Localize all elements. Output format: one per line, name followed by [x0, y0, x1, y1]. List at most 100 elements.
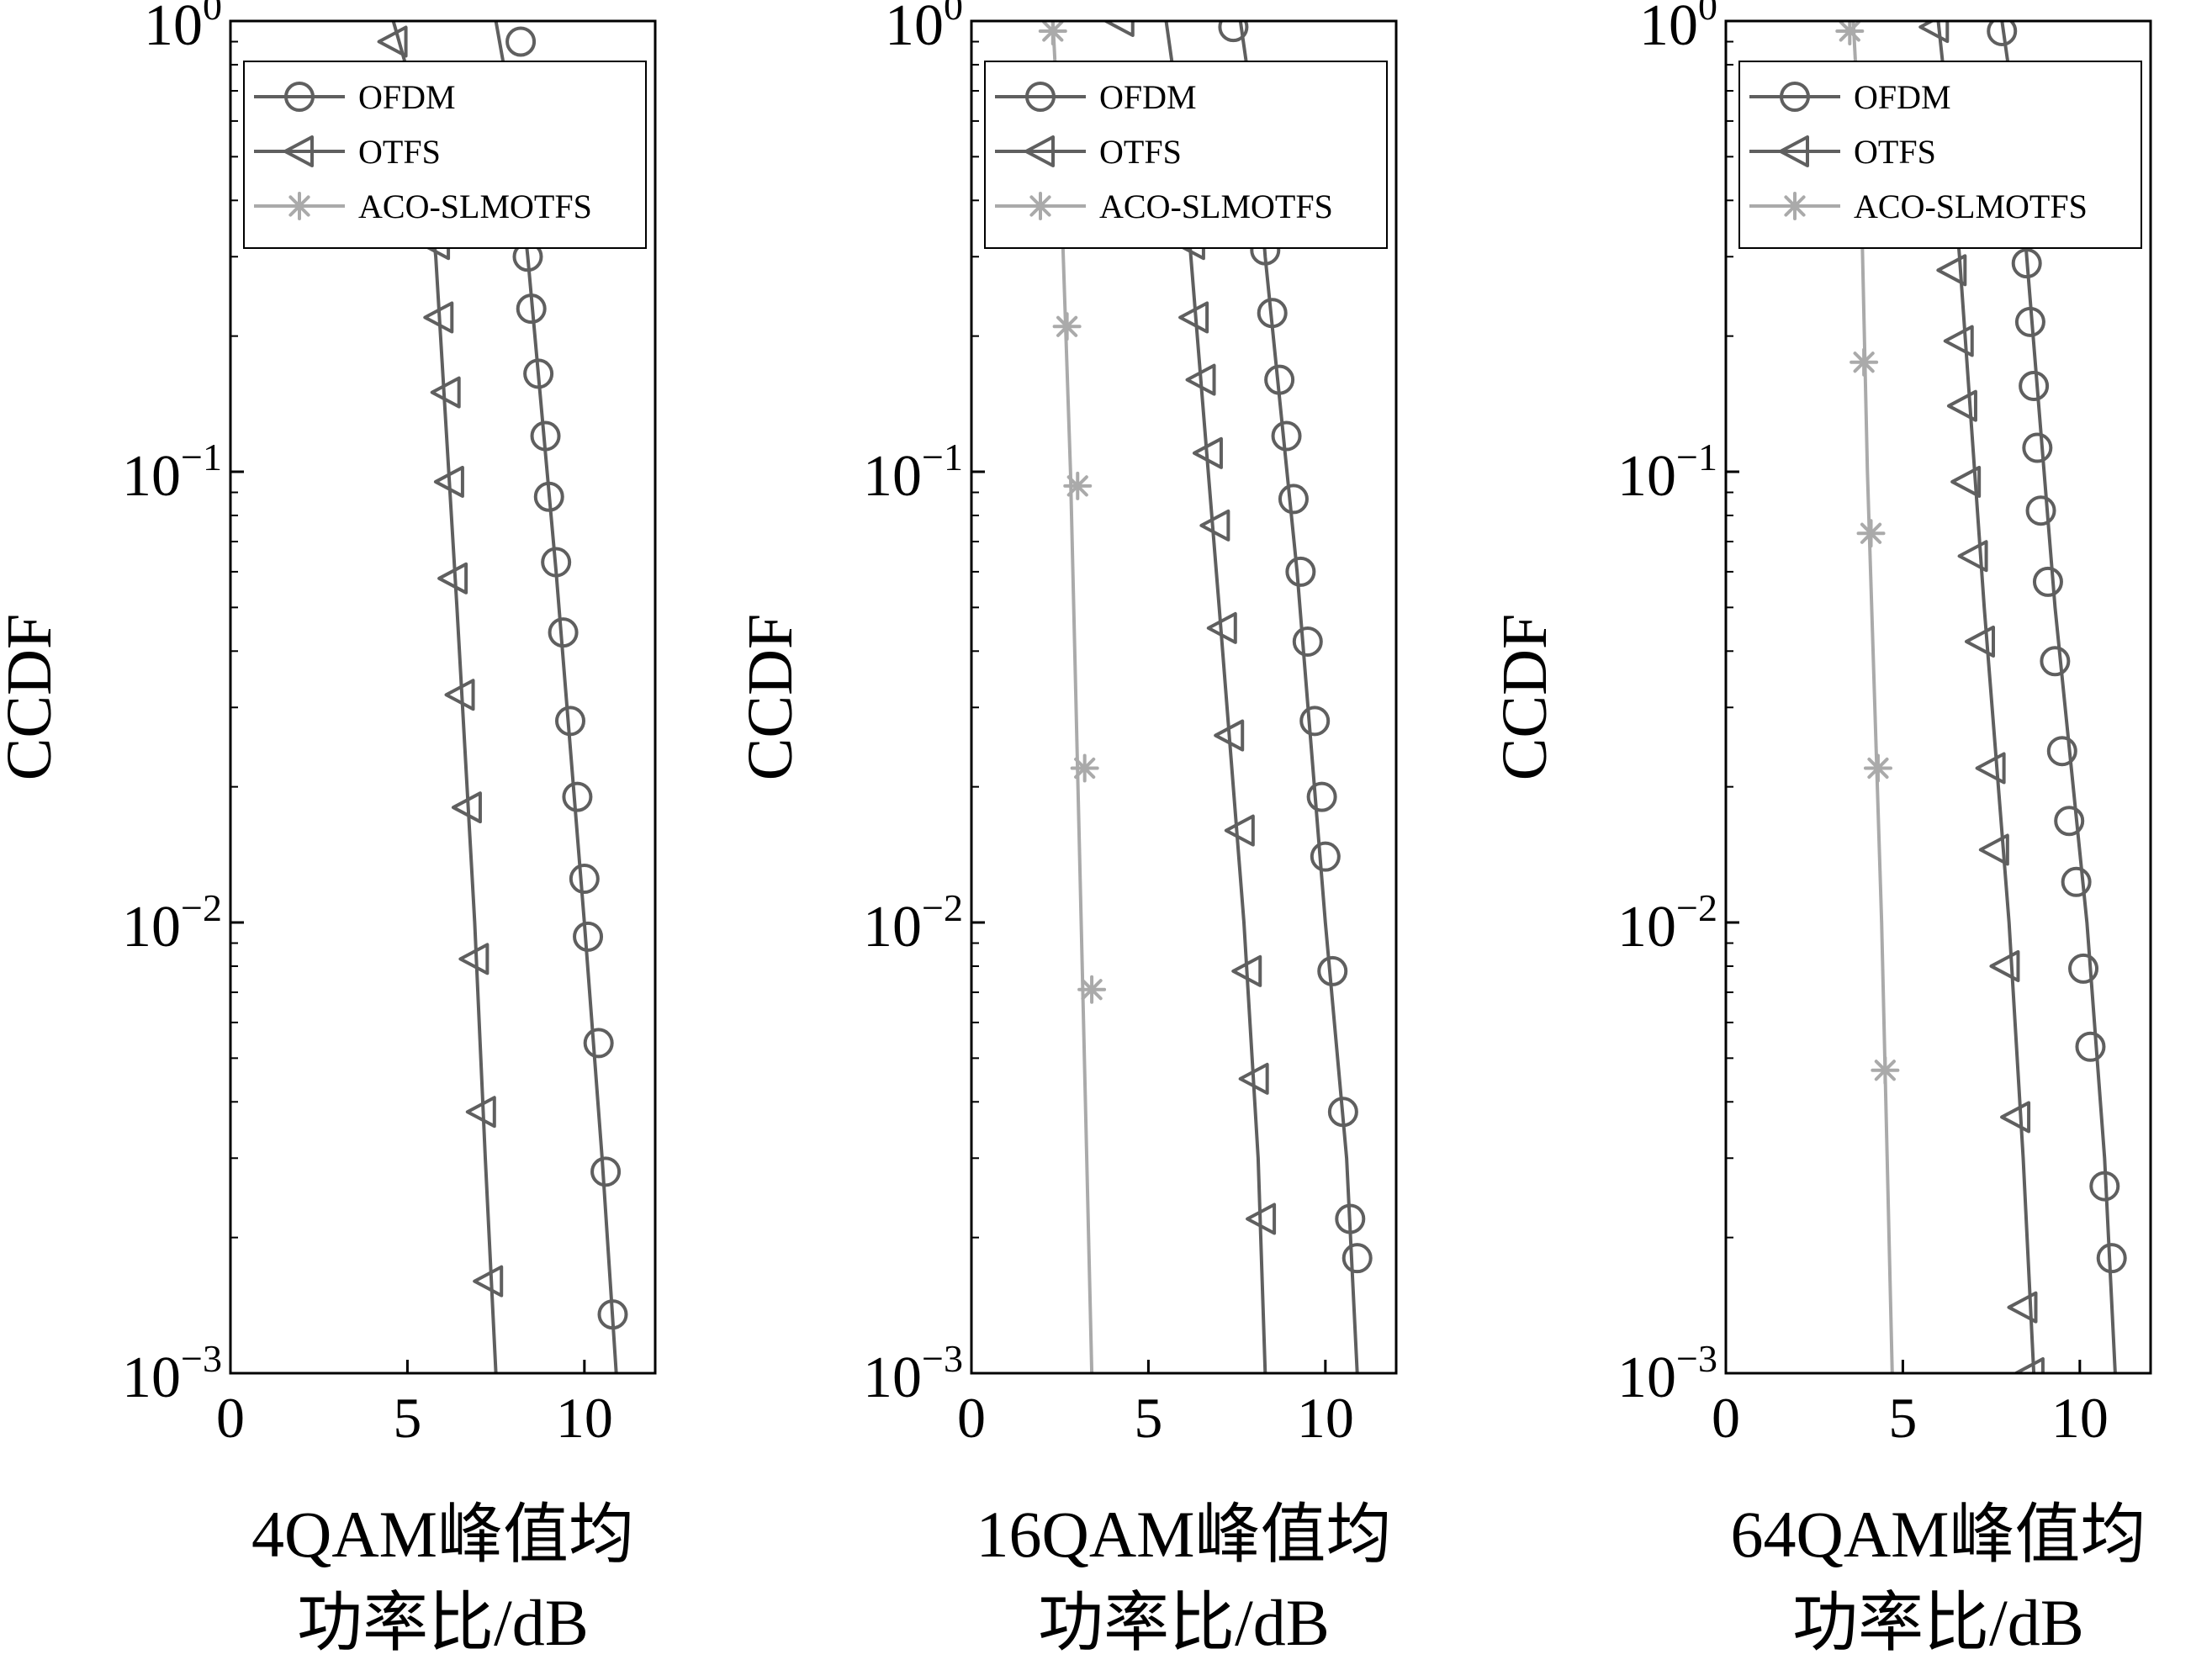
data-point-otfs-13 — [2014, 1357, 2045, 1373]
data-point-ofdm-9 — [555, 706, 585, 737]
data-point-otfs-5 — [1950, 465, 1982, 498]
data-point-otfs-6 — [1199, 509, 1230, 542]
data-point-otfs-7 — [1965, 625, 1995, 658]
data-point-otfs-7 — [444, 679, 475, 711]
data-point-aco-slmotfs-3 — [1063, 471, 1093, 500]
x-tick-label-3: 10 — [556, 1386, 613, 1450]
data-point-ofdm-5 — [530, 420, 561, 452]
y-tick-label-1: 100 — [885, 0, 963, 58]
data-point-ofdm-7 — [541, 547, 572, 578]
data-point-ofdm-13 — [2075, 1031, 2106, 1062]
data-point-ofdm-13 — [583, 1028, 614, 1059]
data-point-ofdm-3 — [516, 293, 547, 325]
y-tick-label-2: 10−1 — [863, 436, 963, 509]
data-point-otfs-1 — [1103, 21, 1135, 37]
data-point-ofdm-8 — [1292, 626, 1323, 657]
x-axis-label-line-1: 16QAM峰值均 — [976, 1498, 1391, 1571]
data-point-ofdm-6 — [2025, 495, 2056, 526]
data-point-otfs-3 — [1178, 301, 1209, 334]
data-point-otfs-4 — [1946, 389, 1977, 422]
data-point-ofdm-8 — [2040, 646, 2071, 677]
data-point-otfs-9 — [1978, 833, 2009, 866]
y-tick-label-2: 10−1 — [1617, 436, 1717, 509]
x-axis-label-line-2: 功率比/dB — [1792, 1586, 2084, 1659]
data-point-ofdm-4 — [1264, 364, 1295, 395]
data-point-ofdm-10 — [562, 781, 593, 812]
data-point-otfs-5 — [1192, 436, 1223, 469]
data-point-otfs-9 — [458, 943, 489, 975]
data-point-ofdm-14 — [590, 1156, 622, 1187]
data-point-aco-slmotfs-4 — [1863, 753, 1892, 783]
data-point-aco-slmotfs-2 — [1052, 312, 1082, 341]
legend-label-ofdm: OFDM — [358, 78, 456, 116]
y-tick-label-2: 10−1 — [122, 436, 222, 509]
legend-marker-aco-slmotfs — [1026, 192, 1055, 220]
data-point-ofdm-10 — [2054, 806, 2085, 837]
x-axis-label-line-1: 64QAM峰值均 — [1730, 1498, 2146, 1571]
y-tick-label-4: 10−3 — [1617, 1337, 1717, 1410]
x-tick-label-2: 5 — [1134, 1386, 1162, 1450]
data-point-otfs-7 — [1206, 611, 1237, 644]
x-tick-label-3: 10 — [1297, 1386, 1354, 1450]
legend: OFDM OTFS ACO-SLMOTFS — [243, 61, 647, 249]
data-point-ofdm-15 — [1341, 1243, 1373, 1274]
data-point-aco-slmotfs-5 — [1871, 1055, 1900, 1085]
data-point-aco-slmotfs-1 — [1835, 21, 1865, 45]
data-point-ofdm-1 — [1218, 21, 1249, 43]
axes-frame — [970, 19, 1398, 1375]
data-point-ofdm-13 — [1327, 1097, 1358, 1128]
data-point-otfs-5 — [433, 465, 464, 498]
legend-label-aco-slmotfs: ACO-SLMOTFS — [358, 188, 592, 225]
y-tick-label-3: 10−2 — [863, 886, 963, 959]
data-point-otfs-10 — [1231, 954, 1262, 987]
x-tick-label-1: 0 — [957, 1386, 986, 1450]
data-point-otfs-11 — [1238, 1062, 1269, 1095]
y-tick-label-3: 10−2 — [122, 886, 222, 959]
data-point-otfs-11 — [2000, 1101, 2031, 1134]
legend-marker-otfs — [1024, 135, 1055, 167]
legend-marker-aco-slmotfs — [285, 192, 314, 220]
data-point-ofdm-8 — [548, 617, 579, 648]
data-point-otfs-8 — [1214, 719, 1245, 752]
data-point-aco-slmotfs-1 — [1038, 21, 1067, 45]
legend-label-aco-slmotfs: ACO-SLMOTFS — [1854, 188, 2088, 225]
y-tick-label-3: 10−2 — [1617, 886, 1717, 959]
data-point-ofdm-5 — [2022, 432, 2053, 463]
data-point-ofdm-10 — [1306, 781, 1337, 812]
y-axis-label: CCDF — [0, 614, 65, 781]
data-point-otfs-6 — [437, 562, 468, 595]
legend-marker-ofdm — [284, 82, 315, 112]
data-point-ofdm-3 — [1257, 298, 1288, 329]
legend-marker-aco-slmotfs — [1781, 192, 1809, 220]
axes-frame — [1724, 19, 2152, 1375]
data-point-aco-slmotfs-2 — [1850, 347, 1879, 377]
y-tick-label-1: 100 — [1639, 0, 1717, 58]
data-point-otfs-9 — [1224, 814, 1255, 847]
data-point-otfs-3 — [1943, 325, 1974, 357]
x-axis-label-line-2: 功率比/dB — [297, 1586, 589, 1659]
data-point-otfs-8 — [451, 791, 482, 824]
data-point-ofdm-6 — [1278, 484, 1309, 515]
legend: OFDM OTFS ACO-SLMOTFS — [984, 61, 1388, 249]
data-point-ofdm-9 — [2046, 736, 2077, 767]
data-point-otfs-4 — [430, 376, 461, 409]
axes-frame — [229, 19, 657, 1375]
data-point-ofdm-15 — [2096, 1243, 2127, 1274]
x-tick-label-2: 5 — [1888, 1386, 1917, 1450]
legend-marker-ofdm — [1025, 82, 1056, 112]
data-point-ofdm-12 — [1317, 955, 1348, 986]
data-point-otfs-3 — [423, 301, 454, 334]
data-point-otfs-10 — [465, 1096, 496, 1128]
data-point-ofdm-7 — [1285, 556, 1316, 587]
x-tick-label-1: 0 — [1712, 1386, 1740, 1450]
data-point-ofdm-14 — [2089, 1171, 2120, 1202]
data-point-ofdm-6 — [533, 481, 564, 512]
data-point-ofdm-4 — [2019, 370, 2050, 401]
data-point-ofdm-15 — [597, 1299, 628, 1330]
legend-label-otfs: OTFS — [1854, 133, 1936, 171]
legend-label-ofdm: OFDM — [1099, 78, 1197, 116]
data-point-ofdm-7 — [2032, 566, 2063, 597]
data-point-ofdm-4 — [523, 358, 554, 389]
